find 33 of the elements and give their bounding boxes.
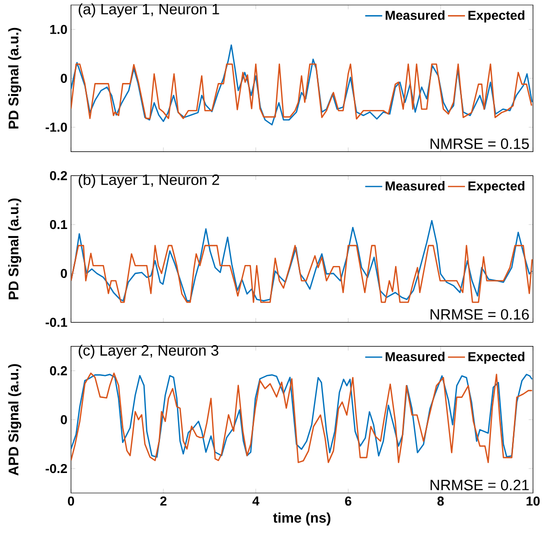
y-tick-label: 0.2 <box>50 366 68 376</box>
y-axis-title: APD Signal (a.u.) <box>8 364 22 476</box>
x-tick-label: 6 <box>345 496 352 506</box>
y-tick-label: 0.1 <box>50 220 68 230</box>
legend-label: Measured <box>386 10 445 20</box>
legend-label: Measured <box>386 181 445 191</box>
x-tick-label: 0 <box>68 496 74 506</box>
legend-label: Expected <box>468 352 525 364</box>
y-tick-label: -1.0 <box>46 122 68 132</box>
y-axis-title: PD Signal (a.u.) <box>8 198 22 300</box>
annotation: NRMSE = 0.16 <box>430 309 530 320</box>
legend-label: Measured <box>386 352 445 362</box>
y-tick-label: 0 <box>61 74 68 83</box>
line-series <box>71 44 533 126</box>
y-tick-label: -0.1 <box>46 318 68 327</box>
line-series <box>71 220 533 302</box>
chart-title: (a) Layer 1, Neuron 1 <box>78 3 220 18</box>
legend-label: Expected <box>468 10 525 22</box>
annotation: NRMSE = 0.21 <box>430 480 529 490</box>
x-tick-label: 2 <box>160 496 167 506</box>
line-series <box>71 244 533 303</box>
annotation: NMRSE = 0.15 <box>430 138 530 149</box>
y-tick-label: -0.2 <box>46 464 68 474</box>
y-tick-label: 1.0 <box>50 24 68 34</box>
legend-label: Expected <box>468 181 525 194</box>
y-tick-label: 0 <box>61 268 68 278</box>
y-axis-title: PD Signal (a.u.) <box>8 28 22 129</box>
x-tick-label: 4 <box>252 496 260 506</box>
y-tick-label: 0.2 <box>50 171 68 180</box>
x-tick-label: 10 <box>526 496 540 506</box>
x-tick-label: 8 <box>438 496 444 506</box>
x-axis-title: time (ns) <box>273 512 331 526</box>
y-tick-label: 0 <box>61 415 68 424</box>
